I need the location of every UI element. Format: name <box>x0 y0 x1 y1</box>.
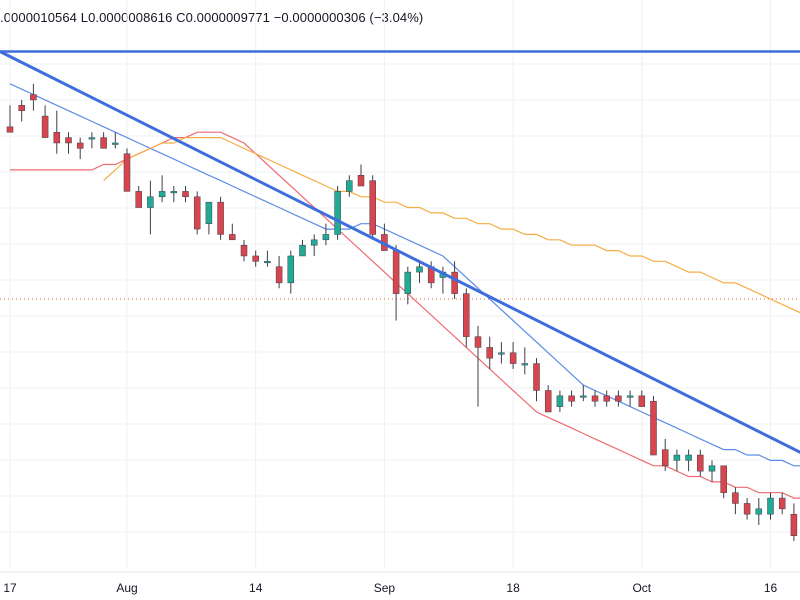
candle-body <box>498 352 505 355</box>
ohlc-legend: .0000010564 L0.0000008616 C0.0000009771 … <box>0 10 423 25</box>
descending-trendline <box>0 50 800 454</box>
candle-body <box>638 395 646 407</box>
moving-average-line <box>9 83 800 467</box>
candle-body <box>603 395 610 402</box>
candle-body <box>778 497 786 510</box>
candle-body <box>240 244 248 257</box>
candle-body <box>299 244 306 257</box>
candle-body <box>615 395 622 402</box>
ohlc-close: C0.0000009771 <box>176 10 270 25</box>
candle-body <box>322 234 330 241</box>
candle-body <box>720 465 727 493</box>
candle-body <box>275 266 283 284</box>
candle-body <box>708 465 716 472</box>
ohlc-open: .0000010564 <box>0 10 78 25</box>
candle-body <box>30 94 37 101</box>
candle-body <box>264 261 271 264</box>
candle-body <box>158 191 166 198</box>
candle-body <box>463 293 470 337</box>
candle-body <box>556 395 564 407</box>
candle-body <box>626 395 634 398</box>
candle-body <box>346 180 353 192</box>
candle-body <box>486 347 493 359</box>
candle-body <box>6 126 14 133</box>
candle-body <box>767 497 774 515</box>
moving-average-line <box>103 137 800 314</box>
candle-body <box>88 137 96 140</box>
candle-body <box>544 390 552 413</box>
candle-body <box>193 196 201 230</box>
candle-body <box>521 363 529 366</box>
candle-body <box>65 137 72 144</box>
x-tick-label: 17 <box>3 581 17 595</box>
candle-body <box>369 180 376 235</box>
candle-body <box>217 201 224 235</box>
candle-body <box>650 400 657 456</box>
candle-body <box>732 492 739 504</box>
x-tick-label: Sep <box>374 581 396 595</box>
candle-body <box>533 363 540 391</box>
ohlc-change: −0.0000000306 (−3.04%) <box>273 10 424 25</box>
candle-body <box>76 142 84 149</box>
candle-body <box>147 196 154 208</box>
x-tick-label: 16 <box>764 581 778 595</box>
candle-body <box>334 191 341 235</box>
candle-body <box>743 503 751 515</box>
candle-body <box>591 395 599 402</box>
candle-body <box>18 105 25 111</box>
x-tick-label: Aug <box>116 581 137 595</box>
candle-body <box>252 255 259 262</box>
candle-body <box>685 454 692 461</box>
candle-body <box>568 395 575 402</box>
candle-body <box>404 271 412 294</box>
candle-body <box>790 513 798 536</box>
candle-body <box>135 191 142 208</box>
candle-body <box>509 352 517 364</box>
candle-body <box>287 255 295 284</box>
candle-body <box>451 271 458 294</box>
candle-body <box>100 137 107 149</box>
candle-body <box>41 115 49 138</box>
candle-body <box>416 266 423 273</box>
candle-body <box>182 191 189 198</box>
candle-body <box>474 336 482 348</box>
candle-body <box>357 175 365 187</box>
candle-body <box>205 201 213 224</box>
candle-body <box>229 234 236 241</box>
candle-body <box>392 250 400 294</box>
candle-body <box>661 449 669 467</box>
candle-body <box>673 454 681 461</box>
x-tick-label: Oct <box>632 581 651 595</box>
candle-body <box>310 239 318 246</box>
candle-body <box>53 131 61 144</box>
candle-body <box>697 454 704 472</box>
candle-body <box>580 395 587 398</box>
candle-body <box>112 142 119 145</box>
candle-body <box>755 508 763 515</box>
x-tick-label: 14 <box>249 581 263 595</box>
candle-body <box>170 191 178 194</box>
candle-body <box>123 153 131 192</box>
x-tick-label: 18 <box>506 581 520 595</box>
